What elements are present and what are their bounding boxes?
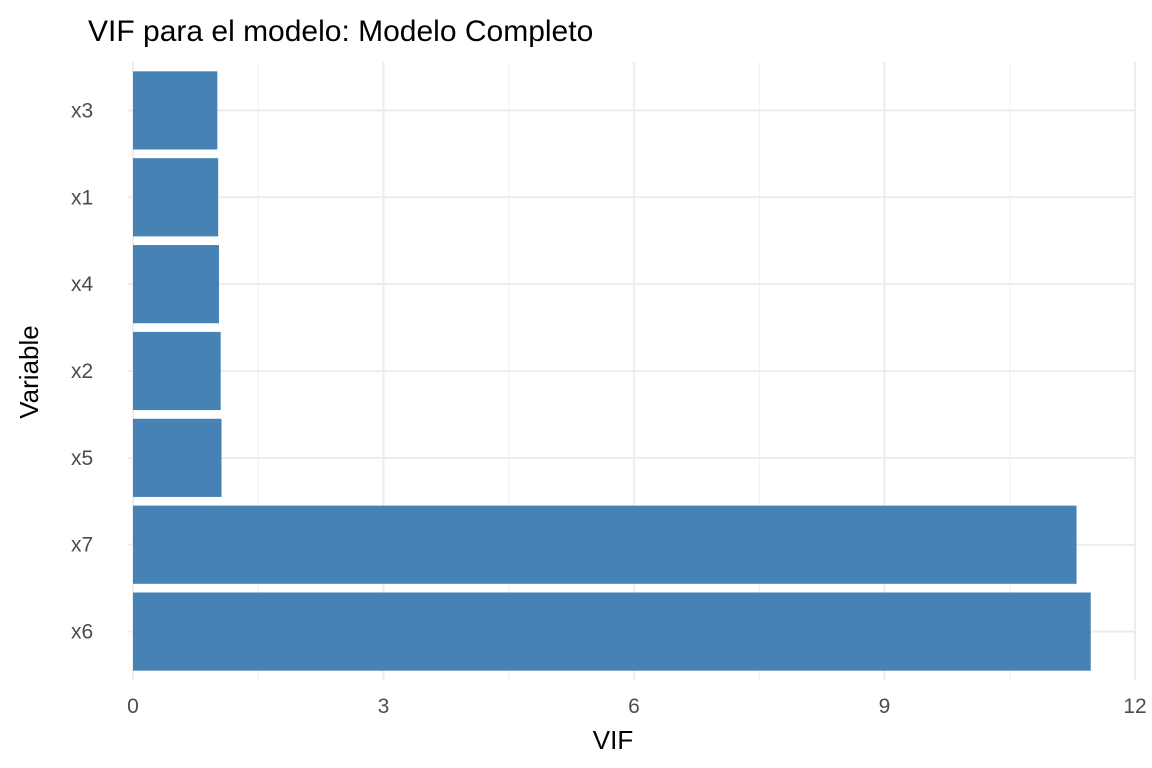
bar-x4 [133, 245, 220, 324]
bar-x2 [133, 331, 221, 411]
y-tick-label-x3: x3 [71, 99, 93, 122]
bar-x6 [133, 592, 1091, 671]
y-tick-label-x5: x5 [71, 447, 93, 470]
chart-title: VIF para el modelo: Modelo Completo [88, 15, 593, 48]
bar-x7 [133, 505, 1077, 584]
bar-x1 [133, 158, 219, 237]
y-tick-label-x7: x7 [71, 534, 93, 557]
y-tick-label-x1: x1 [71, 186, 93, 209]
x-tick-label: 12 [1123, 695, 1146, 718]
x-tick-label: 9 [879, 695, 891, 718]
x-tick-label: 3 [378, 695, 390, 718]
y-tick-label-x2: x2 [71, 360, 93, 383]
bar-x5 [133, 418, 222, 497]
y-axis-tick-labels: x6 x7 x5 x2 x4 x1 x3 [71, 99, 94, 643]
y-tick-label-x6: x6 [71, 621, 93, 644]
bars [133, 71, 1091, 671]
x-axis-title: VIF [593, 725, 633, 755]
y-tick-label-x4: x4 [71, 273, 94, 296]
x-axis-tick-labels: 0 3 6 9 12 [127, 695, 1147, 718]
x-tick-label: 0 [127, 695, 139, 718]
y-axis-title: Variable [14, 325, 44, 418]
bar-x3 [133, 71, 218, 150]
x-tick-label: 6 [628, 695, 640, 718]
